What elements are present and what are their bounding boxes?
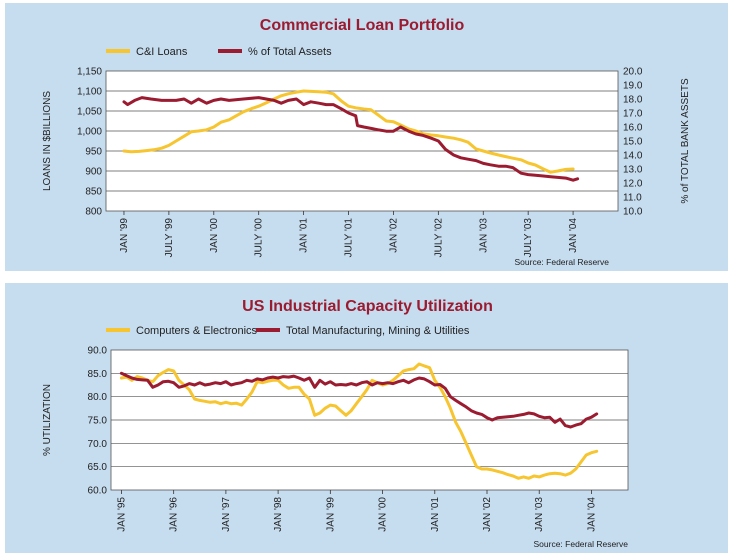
y2-tick-label: 10.0 — [623, 207, 643, 218]
y-tick-label: 800 — [85, 207, 102, 218]
x-tick-label: JAN '01 — [430, 497, 441, 532]
y-tick-label: 950 — [85, 147, 102, 158]
y-axis-label: % UTILIZATION — [42, 384, 53, 456]
x-tick-label: JAN '98 — [273, 497, 284, 532]
y2-tick-label: 17.0 — [623, 109, 643, 120]
x-tick-label: JAN '99 — [325, 497, 336, 532]
x-tick-label: JAN '02 — [388, 218, 399, 253]
y-tick-label: 75.0 — [88, 416, 108, 427]
x-tick-label: JAN '00 — [209, 218, 220, 253]
x-tick-label: JAN '96 — [169, 497, 180, 532]
x-tick-label: JULY '03 — [523, 218, 534, 258]
x-tick-label: JAN '02 — [482, 497, 493, 532]
x-tick-label: JULY '99 — [164, 218, 175, 258]
y-tick-label: 80.0 — [88, 392, 108, 403]
x-tick-label: JAN '99 — [119, 218, 130, 253]
y-tick-label: 65.0 — [88, 462, 108, 473]
y-tick-label: 85.0 — [88, 369, 108, 380]
legend-label-1: Computers & Electronics — [136, 325, 258, 337]
y-tick-label: 1,000 — [77, 127, 102, 138]
series-line-2 — [122, 96, 580, 182]
y2-tick-label: 12.0 — [623, 179, 643, 190]
y-tick-label: 70.0 — [88, 439, 108, 450]
y-tick-label: 900 — [85, 167, 102, 178]
x-tick-label: JULY '00 — [254, 218, 265, 258]
y2-tick-label: 19.0 — [623, 81, 643, 92]
chart-title: US Industrial Capacity Utilization — [242, 298, 493, 315]
y-tick-label: 850 — [85, 187, 102, 198]
legend-label-2: % of Total Assets — [248, 46, 332, 58]
y2-tick-label: 13.0 — [623, 165, 643, 176]
plot-area — [105, 70, 619, 212]
capacity-utilization-panel: US Industrial Capacity Utilization 90.0 85… — [5, 283, 728, 553]
series-line-1 — [122, 89, 575, 174]
y2-tick-label: 11.0 — [623, 193, 642, 204]
series-line-1 — [119, 362, 599, 480]
y2-axis-label: % of TOTAL BANK ASSETS — [680, 78, 691, 204]
x-tick-label: JAN '03 — [534, 497, 545, 532]
x-tick-label: JULY '01 — [344, 218, 355, 258]
y-tick-label: 90.0 — [88, 346, 108, 357]
source-note: Source: Federal Reserve — [515, 257, 610, 267]
chart-title: Commercial Loan Portfolio — [260, 17, 465, 34]
x-tick-label: JAN '95 — [116, 497, 127, 532]
x-tick-label: JAN '04 — [586, 497, 597, 532]
y-axis-label: LOANS IN $BILLIONS — [42, 91, 53, 191]
x-tick-label: JAN '97 — [221, 497, 232, 532]
capacity-utilization-chart: US Industrial Capacity Utilization 90.0 85… — [42, 298, 629, 549]
legend-label-1: C&I Loans — [136, 46, 188, 58]
x-tick-label: JAN '04 — [568, 218, 579, 253]
y2-tick-label: 18.0 — [623, 95, 643, 106]
legend-label-2: Total Manufacturing, Mining & Utilities — [286, 325, 470, 337]
y-tick-label: 1,050 — [77, 107, 102, 118]
x-tick-label: JAN '01 — [299, 218, 310, 253]
y2-tick-label: 15.0 — [623, 137, 643, 148]
y2-tick-label: 20.0 — [623, 67, 643, 78]
commercial-loan-chart: Commercial Loan Portfolio 1,150 1,100 1,050… — [42, 17, 691, 267]
x-tick-label: JULY '02 — [433, 218, 444, 258]
y2-tick-label: 16.0 — [623, 123, 643, 134]
x-tick-label: JAN '00 — [378, 497, 389, 532]
y-tick-label: 1,150 — [77, 67, 102, 78]
x-tick-label: JAN '03 — [478, 218, 489, 253]
y-tick-label: 1,100 — [77, 87, 102, 98]
y2-tick-label: 14.0 — [623, 151, 643, 162]
commercial-loan-panel: Commercial Loan Portfolio 1,150 1,100 1,050… — [5, 3, 728, 271]
source-note: Source: Federal Reserve — [534, 539, 629, 549]
y-tick-label: 60.0 — [88, 486, 108, 497]
series-line-2 — [119, 371, 599, 429]
